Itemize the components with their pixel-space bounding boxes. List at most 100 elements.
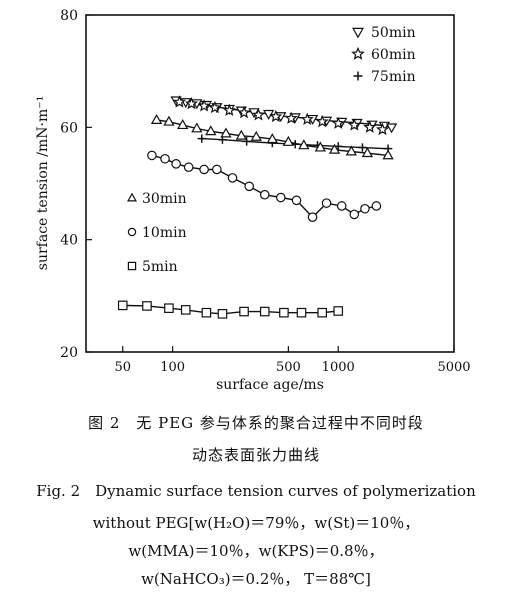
data-point-30min bbox=[220, 127, 232, 138]
series-5min bbox=[117, 300, 344, 319]
dynamic-surface-tension-chart: 50 100 500 1000 5000 20 40 60 80 50min 60min 75min… bbox=[35, 8, 471, 393]
data-point-30min bbox=[191, 122, 203, 133]
legend-label-10min: 10min bbox=[142, 225, 187, 241]
data-point-10min bbox=[212, 164, 222, 175]
data-point-10min bbox=[360, 203, 370, 214]
data-point-60min bbox=[315, 114, 329, 128]
data-point-30min bbox=[345, 145, 357, 156]
figure-caption-en-line2: without PEG[w(H₂O)＝79％，w(St)＝10％， bbox=[92, 514, 420, 532]
legend-marker-60min bbox=[351, 46, 365, 60]
legend-label-60min: 60min bbox=[371, 47, 416, 63]
data-point-10min bbox=[371, 201, 382, 211]
data-point-60min bbox=[251, 108, 266, 121]
legend-label-75min: 75min bbox=[371, 69, 416, 85]
legend-marker-30min bbox=[127, 192, 137, 202]
x-tick-label: 5000 bbox=[437, 360, 470, 375]
data-point-50min bbox=[385, 123, 398, 134]
series-75min bbox=[197, 134, 393, 153]
plot-frame bbox=[85, 14, 455, 353]
figure-caption-zh-line1: 图 2 无 PEG 参与体系的聚合过程中不同时段 bbox=[88, 414, 424, 432]
data-point-60min bbox=[222, 103, 236, 116]
data-point-5min bbox=[217, 309, 228, 319]
y-tick-label: 20 bbox=[60, 345, 78, 361]
legend: 50min 60min 75min 30min 10min 5min bbox=[127, 25, 416, 275]
data-point-75min bbox=[197, 134, 206, 143]
figure-caption-en-line1: Fig. 2 Dynamic surface tension curves of… bbox=[36, 482, 476, 500]
data-point-10min bbox=[160, 153, 170, 164]
data-point-30min bbox=[361, 147, 374, 158]
data-point-60min bbox=[331, 116, 345, 129]
x-tick-label: 1000 bbox=[322, 360, 355, 375]
legend-label-5min: 5min bbox=[142, 259, 178, 275]
series-line-30min bbox=[156, 119, 389, 157]
data-point-10min bbox=[244, 181, 254, 192]
x-tick-label: 50 bbox=[114, 360, 131, 375]
data-point-30min bbox=[382, 149, 394, 160]
series-60min bbox=[172, 95, 390, 136]
data-point-5min bbox=[180, 305, 191, 315]
data-point-75min bbox=[358, 143, 367, 152]
y-tick-label: 60 bbox=[60, 120, 78, 136]
data-point-60min bbox=[347, 118, 361, 131]
data-point-10min bbox=[307, 212, 318, 222]
data-point-10min bbox=[199, 164, 209, 175]
data-point-5min bbox=[164, 303, 174, 313]
data-point-60min bbox=[172, 95, 187, 108]
data-point-75min bbox=[242, 137, 251, 146]
y-tick-label: 40 bbox=[60, 233, 78, 249]
data-point-10min bbox=[291, 195, 302, 206]
data-point-10min bbox=[183, 162, 194, 173]
data-point-60min bbox=[363, 120, 377, 133]
data-point-5min bbox=[333, 306, 344, 316]
series-30min bbox=[150, 113, 394, 160]
data-point-60min bbox=[300, 112, 314, 125]
series-layer bbox=[117, 95, 398, 319]
data-point-5min bbox=[259, 306, 270, 317]
data-point-30min bbox=[205, 125, 217, 136]
data-point-10min bbox=[259, 189, 270, 200]
data-point-30min bbox=[314, 141, 327, 152]
data-point-30min bbox=[177, 119, 189, 130]
data-point-60min bbox=[375, 122, 390, 136]
data-point-10min bbox=[349, 209, 360, 220]
data-point-30min bbox=[266, 133, 278, 144]
data-point-30min bbox=[298, 139, 310, 150]
legend-marker-50min bbox=[352, 27, 364, 39]
figure-caption-en-line3: w(MMA)＝10％，w(KPS)＝0.8％， bbox=[128, 542, 384, 560]
data-point-30min bbox=[328, 143, 341, 154]
x-tick-label: 100 bbox=[160, 360, 185, 375]
data-point-30min bbox=[163, 115, 175, 126]
data-point-60min bbox=[184, 96, 199, 110]
data-point-10min bbox=[147, 150, 157, 161]
x-axis-label: surface age/ms bbox=[216, 377, 324, 393]
data-point-10min bbox=[227, 173, 238, 183]
y-tick-label: 80 bbox=[60, 8, 78, 24]
legend-label-50min: 50min bbox=[371, 25, 416, 41]
data-point-5min bbox=[317, 307, 327, 318]
legend-marker-75min bbox=[353, 71, 363, 81]
data-point-10min bbox=[321, 198, 332, 208]
data-point-5min bbox=[279, 307, 289, 318]
series-10min bbox=[147, 150, 382, 222]
data-point-60min bbox=[197, 99, 211, 112]
data-point-10min bbox=[275, 192, 286, 203]
data-point-5min bbox=[239, 306, 249, 317]
legend-marker-5min bbox=[127, 261, 137, 271]
figure-caption-zh-line2: 动态表面张力曲线 bbox=[191, 446, 320, 464]
data-point-30min bbox=[150, 113, 163, 124]
data-point-10min bbox=[336, 201, 347, 211]
data-point-30min bbox=[235, 129, 247, 140]
data-point-60min bbox=[284, 111, 298, 124]
legend-marker-10min bbox=[127, 227, 137, 237]
data-point-60min bbox=[269, 109, 283, 123]
data-point-10min bbox=[171, 159, 181, 169]
y-axis-label: surface tension /mN·m⁻¹ bbox=[35, 96, 51, 270]
axis-ticks: 50 100 500 1000 5000 20 40 60 80 bbox=[60, 8, 470, 375]
figure-caption-en-line4: w(NaHCO₃)＝0.2％， T＝88℃] bbox=[141, 570, 371, 588]
data-point-60min bbox=[208, 100, 222, 114]
data-point-30min bbox=[282, 135, 295, 146]
data-point-5min bbox=[296, 307, 307, 318]
data-point-5min bbox=[117, 300, 128, 311]
legend-label-30min: 30min bbox=[142, 191, 187, 207]
data-point-30min bbox=[250, 130, 262, 141]
